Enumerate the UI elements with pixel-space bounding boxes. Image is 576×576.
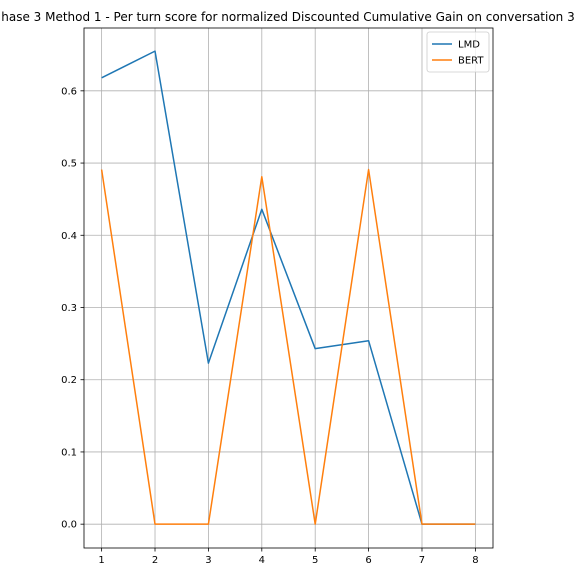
y-tick-label: 0.4 bbox=[61, 231, 77, 242]
series-line-bert bbox=[100, 168, 476, 525]
x-tick-label: 8 bbox=[472, 555, 478, 566]
x-tick-label: 1 bbox=[98, 555, 104, 566]
x-axis: 1 2 3 4 5 6 7 8 bbox=[98, 548, 479, 566]
chart-title: hase 3 Method 1 - Per turn score for nor… bbox=[1, 10, 575, 24]
y-axis: 0.0 0.1 0.2 0.3 0.4 0.5 0.6 bbox=[61, 86, 84, 531]
x-tick-label: 6 bbox=[365, 555, 371, 566]
legend: LMD BERT bbox=[426, 31, 490, 73]
plot-area bbox=[84, 28, 493, 548]
grid-lines bbox=[84, 28, 493, 548]
series-line-lmd bbox=[101, 50, 476, 525]
series-lines bbox=[100, 50, 476, 525]
y-tick-label: 0.1 bbox=[61, 447, 77, 458]
y-tick-label: 0.3 bbox=[61, 303, 77, 314]
x-tick-label: 3 bbox=[205, 555, 211, 566]
x-tick-label: 5 bbox=[312, 555, 318, 566]
y-tick-label: 0.6 bbox=[61, 86, 77, 97]
y-tick-label: 0.2 bbox=[61, 375, 77, 386]
y-tick-label: 0.5 bbox=[61, 159, 77, 170]
legend-label: BERT bbox=[458, 56, 484, 67]
x-tick-label: 7 bbox=[419, 555, 425, 566]
legend-box bbox=[426, 31, 490, 73]
plot-frame bbox=[83, 27, 494, 549]
y-tick-label: 0.0 bbox=[61, 520, 77, 531]
x-tick-label: 4 bbox=[259, 555, 265, 566]
legend-label: LMD bbox=[458, 40, 480, 51]
x-tick-label: 2 bbox=[152, 555, 158, 566]
